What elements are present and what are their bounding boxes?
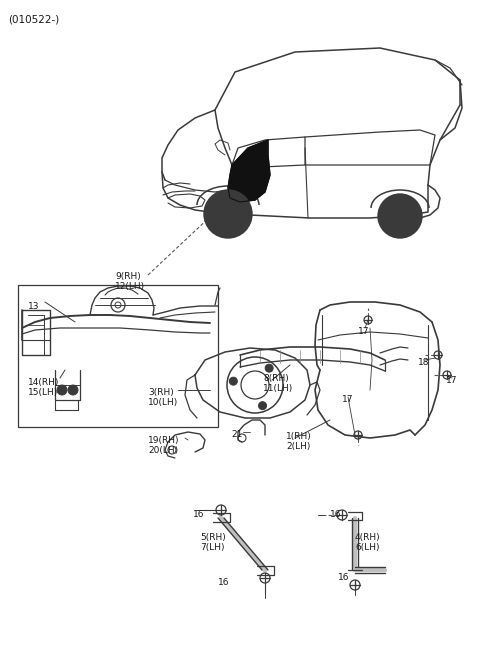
Circle shape <box>395 211 405 221</box>
Text: (010522-): (010522-) <box>8 14 59 24</box>
Circle shape <box>57 385 67 395</box>
Circle shape <box>388 204 412 228</box>
Text: 13: 13 <box>28 302 39 311</box>
Text: 19(RH)
20(LH): 19(RH) 20(LH) <box>148 436 180 455</box>
Text: 21: 21 <box>231 430 242 439</box>
Circle shape <box>215 201 241 227</box>
Circle shape <box>68 385 78 395</box>
Text: 1(RH)
2(LH): 1(RH) 2(LH) <box>286 432 312 452</box>
Text: 5(RH)
7(LH): 5(RH) 7(LH) <box>200 533 226 552</box>
Circle shape <box>229 377 237 385</box>
Text: 9(RH)
12(LH): 9(RH) 12(LH) <box>115 272 145 292</box>
Circle shape <box>259 402 266 410</box>
Text: 4(RH)
6(LH): 4(RH) 6(LH) <box>355 533 381 552</box>
Text: 17: 17 <box>446 376 457 385</box>
Circle shape <box>265 364 273 372</box>
Text: 17: 17 <box>358 327 370 336</box>
Circle shape <box>222 208 234 220</box>
Text: 16: 16 <box>218 578 229 587</box>
Circle shape <box>378 194 422 238</box>
Text: 16: 16 <box>338 573 349 582</box>
Text: 18: 18 <box>418 358 430 367</box>
Text: 17: 17 <box>342 395 353 404</box>
Circle shape <box>204 190 252 238</box>
Text: 16: 16 <box>330 510 341 519</box>
Text: 14(RH)
15(LH): 14(RH) 15(LH) <box>28 378 60 397</box>
Text: 16: 16 <box>193 510 204 519</box>
Text: 3(RH)
10(LH): 3(RH) 10(LH) <box>148 388 178 407</box>
Polygon shape <box>228 140 270 202</box>
Bar <box>18 285 218 427</box>
Text: 8(RH)
11(LH): 8(RH) 11(LH) <box>263 374 293 393</box>
